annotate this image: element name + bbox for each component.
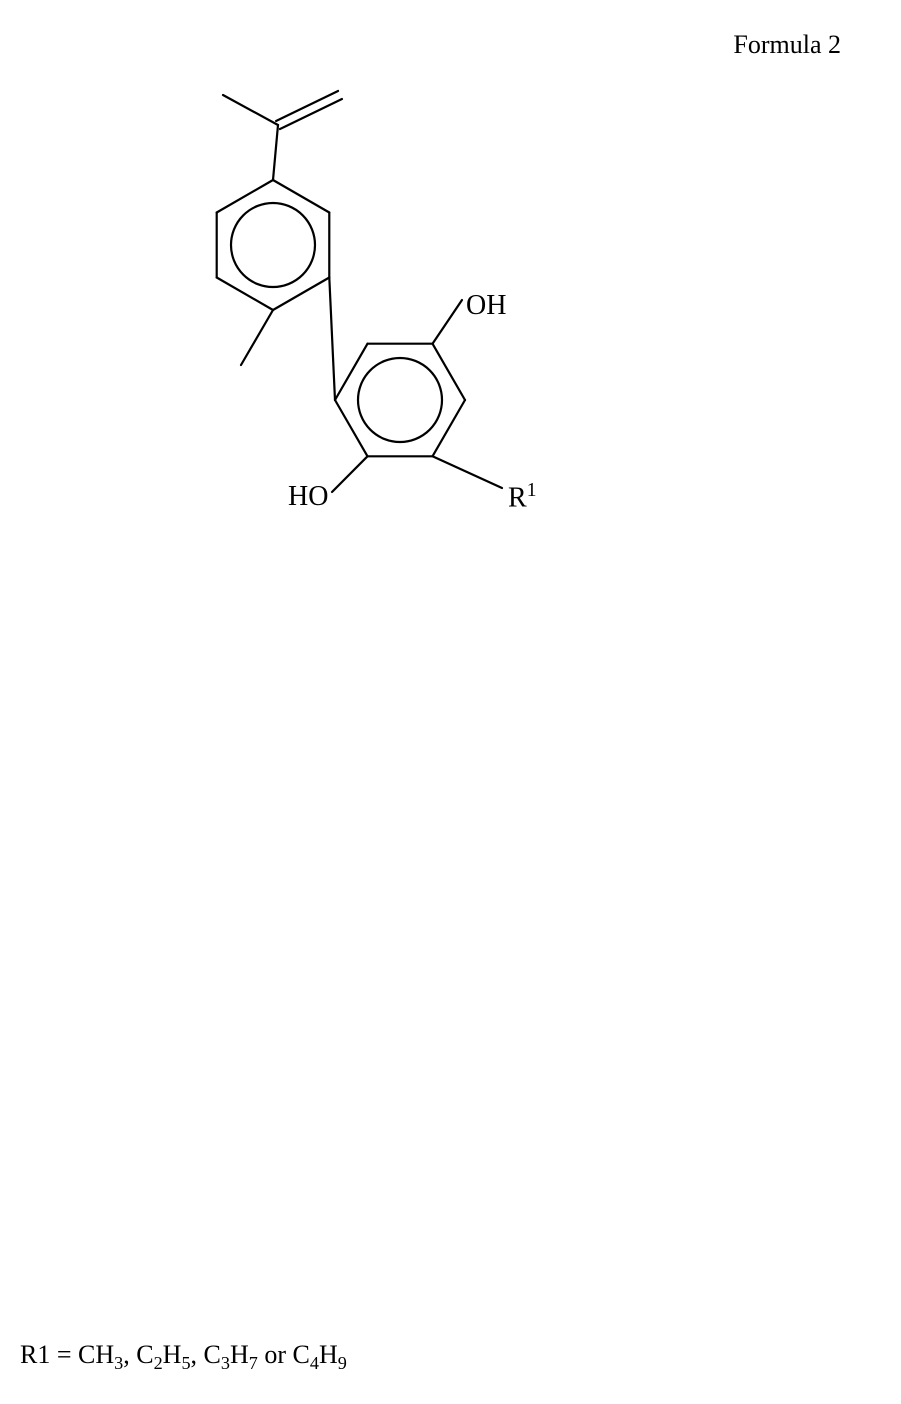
structure-svg: OHHOR1	[120, 60, 540, 550]
r1-definition: R1 = CH3, C2H5, C3H7 or C4H9	[20, 1340, 347, 1374]
chemical-structure: OHHOR1	[120, 60, 540, 555]
formula-label: Formula 2	[733, 30, 841, 60]
page: Formula 2 OHHOR1 R1 = CH3, C2H5, C3H7 or…	[0, 0, 901, 1404]
